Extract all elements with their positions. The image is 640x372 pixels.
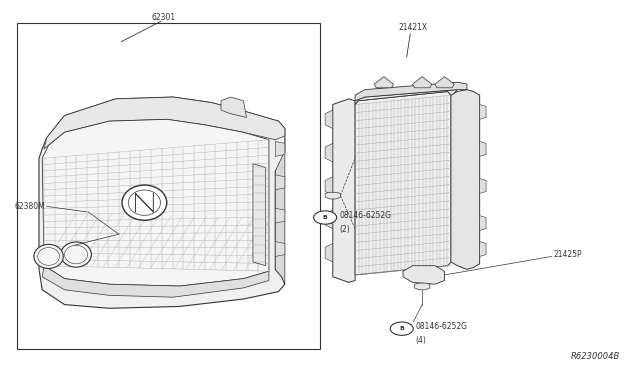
Polygon shape: [325, 177, 333, 195]
Polygon shape: [275, 208, 285, 223]
Polygon shape: [42, 119, 269, 286]
Polygon shape: [221, 97, 246, 118]
Polygon shape: [479, 105, 486, 119]
Circle shape: [390, 322, 413, 335]
Text: 62301: 62301: [152, 13, 175, 22]
Text: 21425P: 21425P: [553, 250, 582, 259]
Polygon shape: [325, 110, 333, 129]
Polygon shape: [479, 216, 486, 231]
Bar: [17, 23, 320, 349]
Polygon shape: [479, 141, 486, 156]
Polygon shape: [253, 164, 266, 266]
Circle shape: [314, 211, 337, 224]
Text: 62380M: 62380M: [15, 202, 45, 211]
Polygon shape: [275, 241, 285, 256]
Polygon shape: [42, 266, 269, 297]
Text: B: B: [323, 215, 328, 220]
Ellipse shape: [61, 242, 92, 267]
Polygon shape: [275, 151, 285, 284]
Polygon shape: [44, 97, 285, 149]
Text: (2): (2): [339, 225, 350, 234]
Polygon shape: [325, 210, 333, 229]
Polygon shape: [275, 175, 285, 190]
Polygon shape: [355, 92, 451, 275]
Polygon shape: [275, 141, 285, 156]
Polygon shape: [415, 283, 430, 290]
Text: B: B: [399, 326, 404, 331]
Polygon shape: [374, 77, 394, 88]
Polygon shape: [325, 243, 333, 262]
Text: (4): (4): [416, 336, 427, 346]
Polygon shape: [479, 179, 486, 193]
Ellipse shape: [122, 185, 167, 220]
Polygon shape: [39, 97, 285, 308]
Ellipse shape: [34, 244, 63, 269]
Text: 21421X: 21421X: [398, 23, 427, 32]
Polygon shape: [325, 143, 333, 162]
Polygon shape: [413, 77, 432, 88]
Polygon shape: [479, 241, 486, 256]
Polygon shape: [325, 192, 340, 199]
Text: 08146-6252G: 08146-6252G: [339, 211, 391, 220]
Polygon shape: [355, 82, 467, 101]
Text: R6230004B: R6230004B: [571, 352, 620, 361]
Polygon shape: [451, 90, 479, 269]
Polygon shape: [333, 99, 355, 282]
Polygon shape: [403, 266, 445, 284]
Text: 08146-6252G: 08146-6252G: [416, 322, 468, 331]
Polygon shape: [355, 90, 458, 105]
Polygon shape: [435, 77, 454, 88]
